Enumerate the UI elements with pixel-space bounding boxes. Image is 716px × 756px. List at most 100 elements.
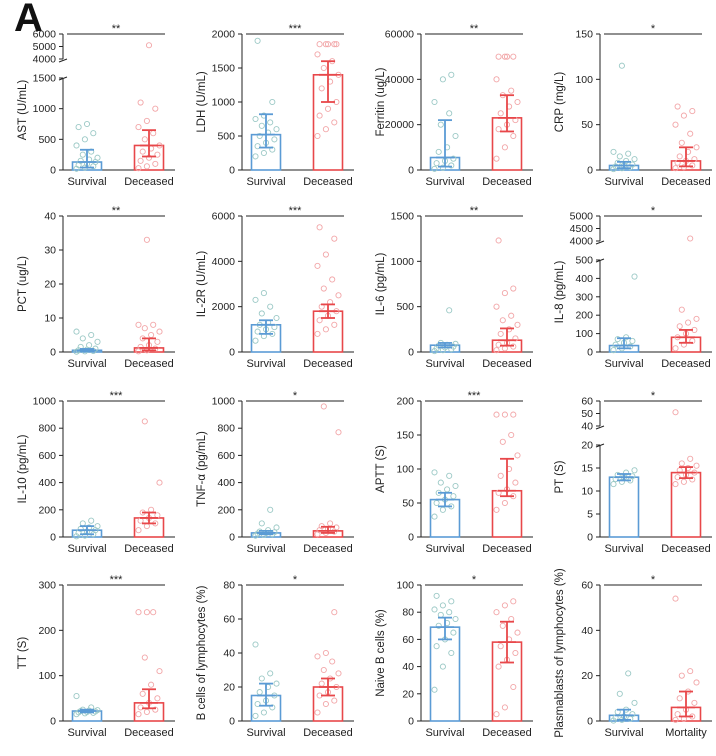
data-point [689, 476, 696, 483]
data-point [676, 153, 683, 160]
data-point [252, 296, 259, 303]
data-point [316, 224, 323, 231]
data-point [324, 105, 332, 112]
data-point [267, 303, 274, 310]
y-tick-label: 50 [581, 119, 593, 131]
plot-area: 0 500 1000 1500 2000 LDH (U/mL) Survival Deceas… [196, 23, 354, 188]
y-tick-label: 80 [402, 607, 414, 619]
data-point [135, 711, 142, 718]
y-tick-label: 60 [402, 634, 414, 646]
data-point [77, 157, 84, 164]
data-point [331, 321, 338, 328]
data-point [256, 689, 263, 696]
data-point [512, 479, 519, 486]
data-point [258, 675, 265, 682]
data-point [672, 716, 679, 723]
data-point [314, 653, 321, 660]
data-point [271, 136, 278, 143]
y-tick-label: 2000 [212, 29, 236, 41]
y-tick-label: 1000 [391, 256, 415, 268]
data-point [433, 499, 440, 507]
y-axis-label: Plasmablasts of lymphocytes (%) [554, 568, 566, 738]
data-point [83, 120, 91, 128]
chart-naive-b: 0 20 40 60 80 100 Naive B cells (%) Survival Dec… [363, 573, 533, 756]
data-point [135, 124, 142, 131]
data-point [318, 85, 325, 92]
y-tick-label: 100 [575, 328, 593, 340]
data-point [450, 155, 457, 162]
data-point [435, 622, 442, 629]
data-point [508, 431, 515, 439]
data-point [672, 595, 679, 602]
x-category-label: Deceased [124, 727, 174, 739]
y-tick-label: 4000 [570, 236, 594, 248]
data-point [316, 41, 323, 48]
data-point [260, 709, 267, 716]
data-point [137, 157, 144, 164]
significance-label: *** [289, 23, 303, 35]
data-point [625, 670, 632, 677]
significance-label: ** [112, 23, 121, 35]
data-point [260, 290, 267, 297]
data-point [435, 148, 442, 155]
plot-area: 0 20 40 60 80 B cells of lymphocytes (%) Survi… [196, 574, 354, 739]
plot-area: 0 100 200 300 TT (S) Survival Deceased *** [17, 574, 175, 739]
chart-pt: 0 5 10 15 20 40 50 60 PT (S) Survival Deceased * [542, 389, 712, 572]
data-point [495, 663, 502, 670]
data-point [493, 711, 500, 718]
x-category-label: Survival [425, 176, 464, 188]
data-point [148, 681, 155, 688]
y-tick-label: 150 [396, 430, 414, 442]
data-point [687, 455, 694, 462]
y-tick-label: 60000 [385, 29, 414, 41]
data-point [676, 323, 683, 330]
chart-plasmablasts: 0 20 40 60 Plasmablasts of lymphocytes (%) Su… [542, 568, 712, 756]
data-point [254, 37, 261, 44]
data-point [446, 472, 453, 479]
data-point [137, 343, 144, 350]
data-point [322, 251, 329, 258]
data-point [252, 641, 259, 648]
data-point [672, 481, 679, 488]
data-point [79, 520, 86, 527]
data-point [141, 325, 148, 332]
data-point [135, 321, 142, 328]
y-tick-label: 40000 [385, 74, 414, 86]
data-point [94, 154, 101, 161]
x-category-label: Deceased [124, 358, 174, 370]
data-point [322, 41, 329, 48]
data-point [452, 615, 459, 623]
y-tick-label: 0 [50, 347, 56, 359]
bar-deceased [491, 489, 523, 538]
data-point [135, 609, 142, 616]
data-point [273, 524, 280, 531]
data-point [75, 124, 82, 131]
data-point [680, 164, 687, 171]
data-point [88, 517, 95, 524]
data-point [448, 162, 455, 169]
y-tick-label: 500 [217, 131, 235, 143]
data-point [501, 290, 508, 297]
data-point [614, 336, 621, 343]
y-tick-label: 1000 [33, 396, 57, 408]
data-point [258, 520, 265, 527]
y-tick-label: 40 [44, 211, 56, 223]
data-point [143, 236, 150, 243]
y-tick-label: 0 [50, 165, 56, 177]
y-tick-label: 2000 [212, 301, 236, 313]
data-point [499, 317, 506, 324]
chart-il8: 0 100 200 300 400 500 4000 4500 5000 IL-8 (pg/mL)… [542, 204, 712, 387]
y-tick-label: 500 [575, 255, 593, 267]
x-category-label: Survival [246, 358, 285, 370]
data-point [431, 165, 438, 172]
y-tick-label: 100 [38, 670, 56, 682]
data-point [493, 609, 500, 616]
data-point [629, 473, 636, 480]
y-tick-label: 500 [38, 134, 56, 146]
data-point [691, 699, 698, 706]
data-point [81, 136, 88, 143]
data-point [452, 340, 459, 347]
y-tick-label: 0 [408, 165, 414, 177]
y-tick-label: 0 [229, 347, 235, 359]
data-point [143, 609, 150, 616]
